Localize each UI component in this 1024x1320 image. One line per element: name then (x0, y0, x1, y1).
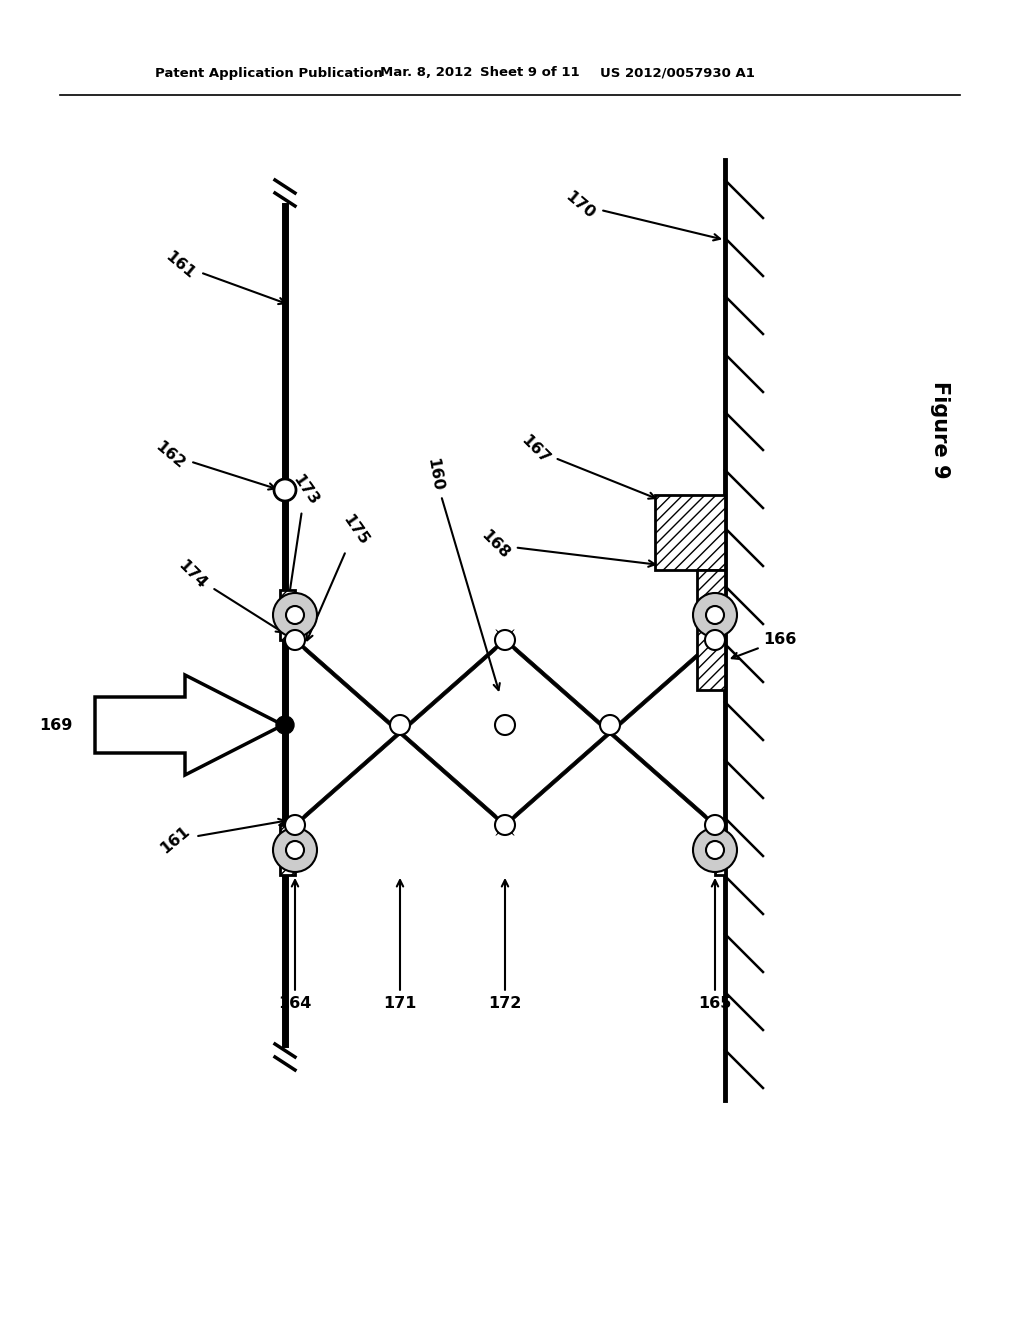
Text: 168: 168 (478, 528, 655, 566)
Bar (715, 825, 725, 875)
Text: Figure 9: Figure 9 (930, 381, 950, 479)
Text: Mar. 8, 2012: Mar. 8, 2012 (380, 66, 472, 79)
Text: 164: 164 (279, 880, 311, 1011)
Text: 167: 167 (518, 433, 655, 499)
Bar (697, 570, 725, 690)
Text: 160: 160 (425, 457, 500, 690)
Circle shape (693, 593, 737, 638)
Text: 175: 175 (306, 512, 371, 640)
Text: 171: 171 (383, 880, 417, 1011)
Circle shape (285, 630, 305, 649)
Text: 170: 170 (562, 189, 720, 240)
Bar (280, 825, 295, 875)
Bar (715, 590, 725, 640)
Text: US 2012/0057930 A1: US 2012/0057930 A1 (600, 66, 755, 79)
Circle shape (276, 715, 294, 734)
Circle shape (286, 841, 304, 859)
Text: 162: 162 (153, 438, 275, 490)
Text: 166: 166 (732, 632, 797, 659)
Polygon shape (286, 630, 514, 836)
Circle shape (286, 606, 304, 624)
Circle shape (706, 606, 724, 624)
Circle shape (706, 841, 724, 859)
Circle shape (600, 715, 620, 735)
Circle shape (705, 814, 725, 836)
Text: Sheet 9 of 11: Sheet 9 of 11 (480, 66, 580, 79)
Text: 165: 165 (698, 880, 732, 1011)
Polygon shape (286, 630, 514, 836)
Circle shape (705, 630, 725, 649)
Text: 172: 172 (488, 880, 521, 1011)
Text: 173: 173 (286, 473, 321, 605)
Text: 174: 174 (175, 558, 283, 632)
Text: 161: 161 (158, 818, 285, 857)
Circle shape (273, 828, 317, 873)
Circle shape (274, 479, 296, 502)
Text: Patent Application Publication: Patent Application Publication (155, 66, 383, 79)
Polygon shape (496, 630, 724, 836)
Circle shape (693, 828, 737, 873)
Polygon shape (496, 630, 724, 836)
Bar (655, 495, 725, 570)
Circle shape (495, 630, 515, 649)
Bar (280, 590, 295, 640)
Circle shape (273, 593, 317, 638)
Text: 161: 161 (163, 248, 286, 304)
Circle shape (495, 814, 515, 836)
Circle shape (285, 814, 305, 836)
Circle shape (495, 715, 515, 735)
Text: 169: 169 (40, 718, 73, 733)
Circle shape (390, 715, 410, 735)
Polygon shape (95, 675, 283, 775)
